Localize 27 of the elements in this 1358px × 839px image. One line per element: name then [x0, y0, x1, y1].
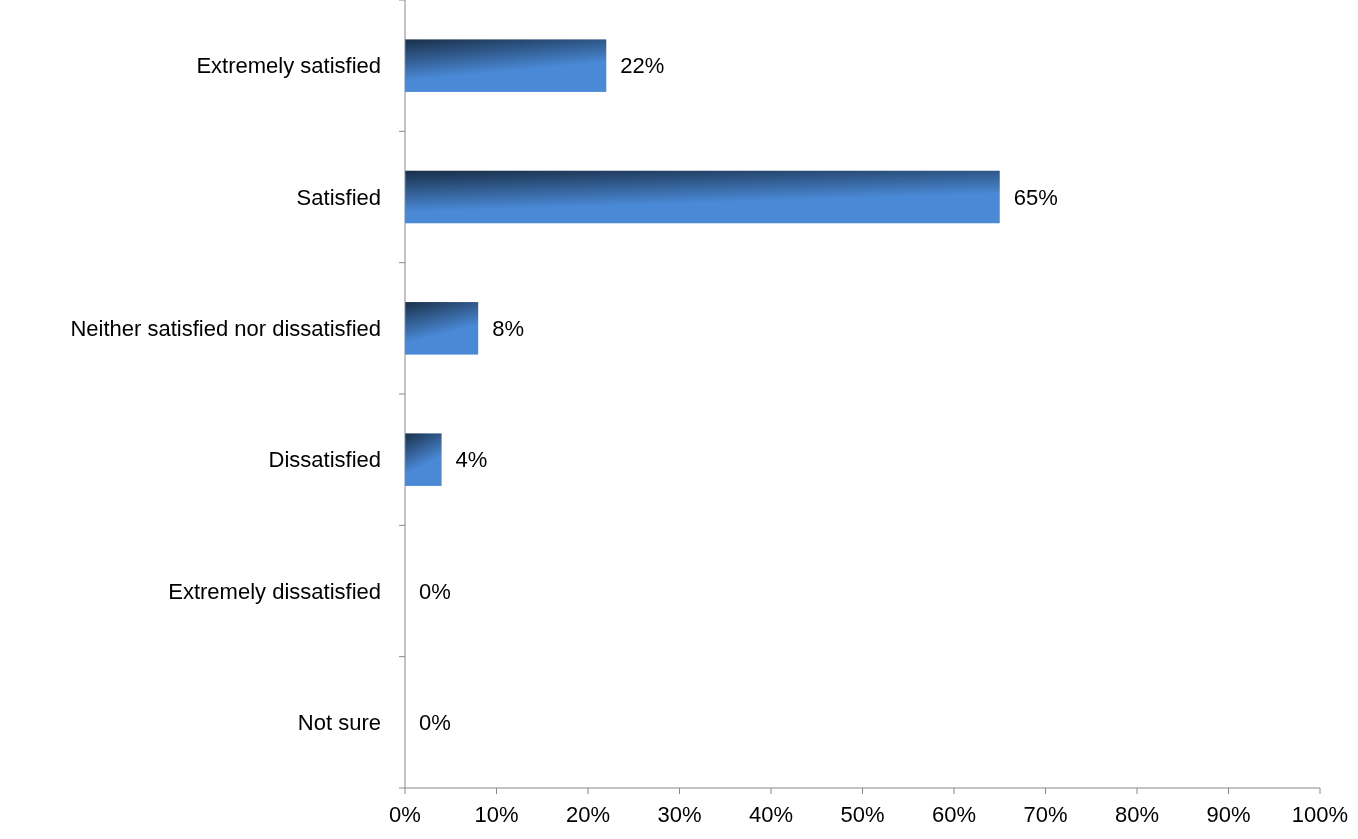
x-tick-label: 70%	[1023, 802, 1068, 827]
data-label: 65%	[1013, 184, 1058, 210]
bar	[405, 170, 1000, 224]
data-label: 22%	[620, 53, 665, 79]
x-tick-label: 10%	[474, 802, 519, 827]
x-tick-label: 40%	[748, 802, 794, 827]
y-tick-label: Neither satisfied nor dissatisfied	[70, 315, 381, 341]
y-tick-label: Extremely satisfied	[196, 53, 381, 79]
x-tick-label: 100%	[1291, 802, 1349, 827]
y-tick-label: Dissatisfied	[268, 447, 381, 473]
x-tick-label: 30%	[657, 802, 702, 827]
data-label: 8%	[492, 315, 524, 341]
y-tick-label: Extremely dissatisfied	[168, 578, 381, 604]
x-tick-label: 50%	[840, 802, 885, 827]
x-tick-label: 20%	[565, 802, 611, 827]
x-tick-label: 80%	[1114, 802, 1160, 827]
x-tick-label: 60%	[931, 802, 977, 827]
bar	[405, 433, 442, 486]
y-tick-label: Satisfied	[296, 184, 381, 210]
data-label: 0%	[419, 709, 451, 735]
bar	[405, 39, 607, 92]
x-tick-label: 0%	[389, 802, 421, 827]
x-tick-label: 90%	[1206, 802, 1251, 827]
y-tick-label: Not sure	[297, 709, 381, 735]
bar	[405, 302, 479, 355]
data-label: 0%	[419, 578, 451, 604]
data-label: 4%	[455, 447, 488, 473]
